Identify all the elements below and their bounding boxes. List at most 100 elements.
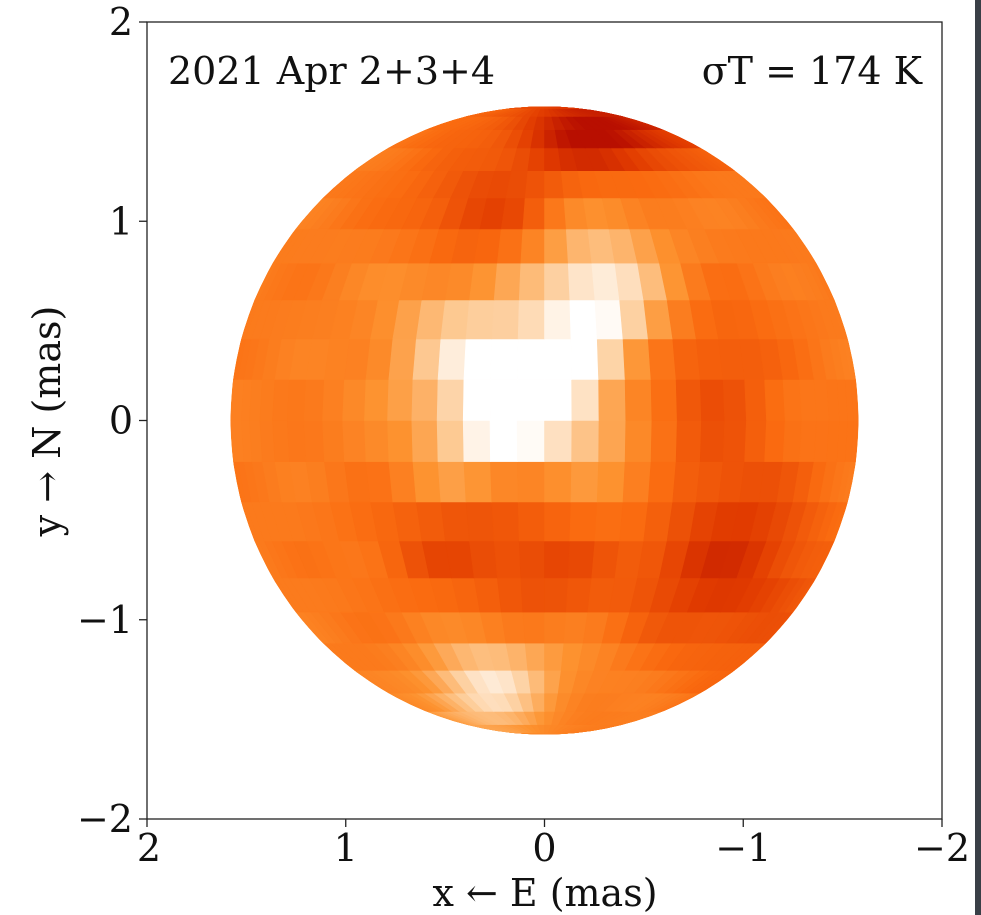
- surface-cell: [598, 379, 627, 421]
- surface-cell: [567, 262, 596, 301]
- surface-cell: [322, 379, 345, 421]
- surface-cell: [387, 379, 414, 421]
- surface-cell: [527, 669, 545, 694]
- y-tick-label: −2: [77, 797, 133, 841]
- surface-cell: [524, 642, 545, 671]
- surface-cell: [436, 379, 465, 421]
- window-edge-bar: [975, 0, 981, 915]
- surface-cell: [388, 461, 417, 503]
- surface-cell: [570, 338, 599, 380]
- surface-cell: [342, 379, 367, 421]
- surface-cell: [567, 540, 596, 579]
- surface-cell: [491, 501, 520, 542]
- x-tick-label: 1: [334, 826, 358, 870]
- surface-cell: [619, 299, 649, 340]
- surface-cell: [544, 228, 569, 264]
- surface-cell: [496, 577, 524, 613]
- surface-cell: [544, 262, 571, 301]
- surface-cell: [799, 420, 817, 462]
- surface-cell: [699, 379, 725, 421]
- surface-cell: [544, 501, 572, 542]
- surface-cell: [722, 420, 747, 462]
- surface-cell: [647, 461, 677, 503]
- surface-cell: [272, 420, 290, 462]
- surface-cell: [465, 501, 495, 542]
- y-tick-label: 2: [109, 0, 133, 44]
- surface-cell: [699, 420, 725, 462]
- surface-cell: [518, 262, 545, 301]
- surface-cell: [619, 501, 649, 542]
- surface-cell: [544, 338, 572, 380]
- surface-cell: [764, 379, 786, 421]
- surface-cell: [303, 379, 325, 421]
- surface-cell: [799, 379, 817, 421]
- surface-cell: [524, 170, 545, 199]
- surface-cell: [650, 420, 678, 462]
- surface-cell: [522, 611, 545, 644]
- surface-cell: [322, 420, 345, 462]
- surface-cell: [522, 197, 545, 230]
- surface-cell: [647, 338, 677, 380]
- x-axis-ticks: 2 1 0 −1 −2: [137, 819, 970, 870]
- surface-cell: [672, 338, 701, 380]
- surface-cell: [286, 379, 307, 421]
- surface-cell: [493, 540, 522, 579]
- x-tick-label: 2: [137, 826, 161, 870]
- surface-cell: [675, 420, 702, 462]
- surface-cell: [496, 228, 524, 264]
- surface-cell: [571, 420, 600, 462]
- surface-cell: [764, 420, 786, 462]
- surface-cell: [520, 577, 545, 613]
- surface-cell: [272, 379, 290, 421]
- surface-cell: [544, 379, 573, 421]
- surface-cell: [722, 379, 747, 421]
- surface-cell: [544, 642, 565, 671]
- surface-cell: [744, 420, 767, 462]
- surface-cell: [544, 461, 572, 503]
- surface-cell: [411, 379, 439, 421]
- y-tick-label: 0: [109, 399, 133, 443]
- surface-cell: [303, 420, 325, 462]
- surface-cell: [411, 420, 439, 462]
- surface-cell: [516, 420, 545, 462]
- surface-cell: [412, 461, 442, 503]
- surface-cell: [782, 420, 803, 462]
- surface-cell: [493, 262, 522, 301]
- surface-cell: [490, 461, 519, 503]
- surface-cell: [365, 338, 394, 380]
- surface-cell: [675, 379, 702, 421]
- surface-cell: [387, 420, 414, 462]
- y-axis-ticks: 2 1 0 −1 −2: [77, 0, 147, 841]
- surface-cell: [520, 228, 545, 264]
- surface-cell: [598, 420, 627, 462]
- date-annotation: 2021 Apr 2+3+4: [168, 49, 495, 93]
- surface-cell: [544, 420, 573, 462]
- surface-cell: [544, 540, 571, 579]
- surface-cell: [342, 420, 367, 462]
- surface-cell: [286, 420, 307, 462]
- surface-cell: [569, 501, 598, 542]
- surface-cell: [594, 299, 624, 340]
- surface-cell: [622, 461, 652, 503]
- surface-cell: [463, 461, 493, 503]
- y-tick-label: −1: [77, 598, 133, 642]
- surface-cell: [517, 338, 545, 380]
- surface-cell: [517, 299, 545, 340]
- surface-cell: [544, 577, 569, 613]
- surface-cell: [462, 379, 491, 421]
- surface-cell: [782, 379, 803, 421]
- surface-cell: [596, 461, 626, 503]
- surface-cell: [544, 197, 567, 230]
- surface-cell: [650, 379, 678, 421]
- stellar-disk: [230, 106, 859, 735]
- surface-cell: [364, 379, 390, 421]
- surface-cell: [437, 461, 467, 503]
- surface-cell: [491, 299, 520, 340]
- surface-cell: [517, 501, 545, 542]
- surface-cell: [569, 299, 598, 340]
- surface-cell: [565, 577, 593, 613]
- sigma-annotation: σT = 174 K: [702, 49, 923, 93]
- surface-cell: [440, 501, 470, 542]
- y-axis-label: y → N (mas): [25, 306, 69, 538]
